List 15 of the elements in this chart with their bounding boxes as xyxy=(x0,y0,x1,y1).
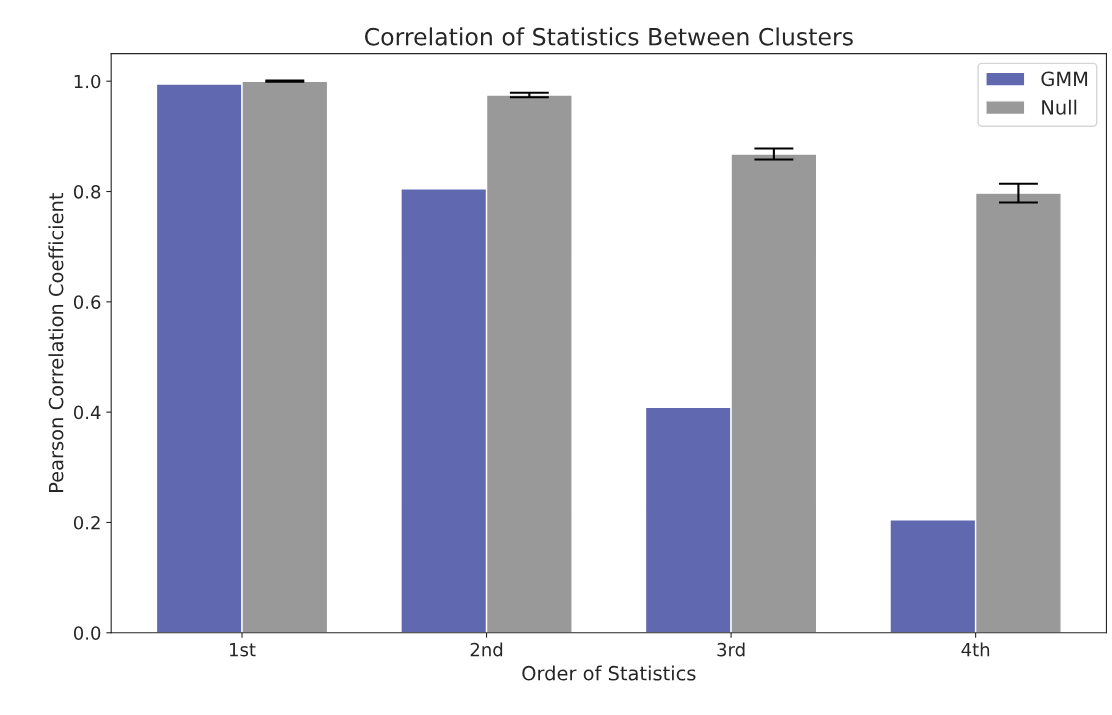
legend-label: GMM xyxy=(1041,71,1088,87)
chart-title: Correlation of Statistics Between Clusters xyxy=(364,27,853,46)
y-axis-title: Pearson Correlation Coefficient xyxy=(48,192,64,492)
legend-label: Null xyxy=(1042,99,1077,115)
x-axis-title: Order of Statistics xyxy=(522,665,696,681)
y-tick-label: 0.8 xyxy=(73,184,101,199)
y-tick-label: 0.4 xyxy=(73,405,101,420)
x-tick-label: 3rd xyxy=(717,642,745,657)
x-tick-label: 4th xyxy=(961,642,990,657)
x-tick-label: 1st xyxy=(230,643,256,657)
y-tick-label: 0.0 xyxy=(73,626,101,640)
y-tick-label: 1.0 xyxy=(74,74,101,89)
y-tick-label: 0.2 xyxy=(73,515,100,530)
y-tick-label: 0.6 xyxy=(73,295,101,309)
x-tick-label: 2nd xyxy=(470,642,503,657)
